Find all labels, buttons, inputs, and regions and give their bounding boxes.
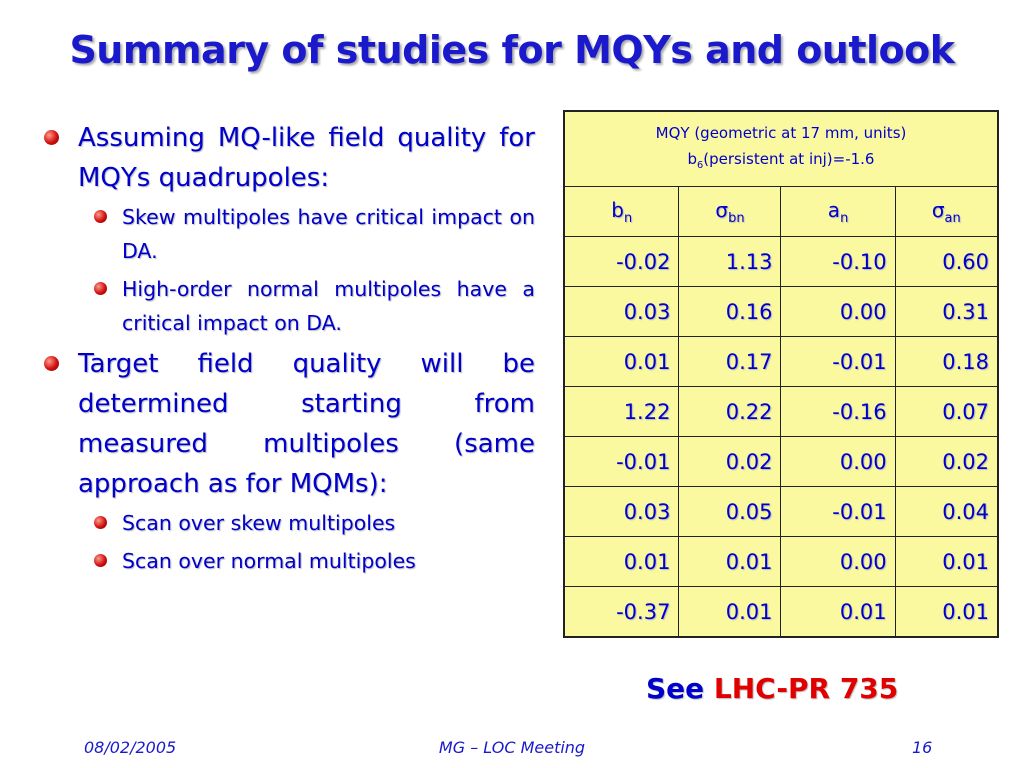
- header-subscript: n: [840, 210, 849, 226]
- column-header: an: [780, 186, 896, 237]
- table-cell: 1.13: [678, 236, 782, 287]
- table-cell: 0.03: [563, 486, 680, 537]
- table-cell: 0.31: [894, 286, 999, 337]
- table-cell: 0.00: [780, 286, 896, 337]
- bullet: Assuming MQ-like field quality for MQYs …: [40, 118, 535, 198]
- table-cell: 0.00: [780, 536, 896, 587]
- bullet-icon: [44, 130, 59, 145]
- table-cell: 0.17: [678, 336, 782, 387]
- header-symbol: b: [611, 197, 624, 222]
- footer-date: 08/02/2005: [84, 738, 177, 757]
- reference: See LHC-PR 735: [646, 672, 898, 705]
- table-cell: 0.01: [563, 336, 680, 387]
- table-cell: 0.02: [894, 436, 999, 487]
- table-cell: 0.01: [894, 536, 999, 587]
- table-cell: 0.16: [678, 286, 782, 337]
- header-symbol: σ: [715, 197, 729, 222]
- bullet: Target field quality will be determined …: [40, 344, 535, 504]
- header-symbol: a: [827, 197, 841, 222]
- table-cell: 0.01: [563, 536, 680, 587]
- table-cell: 1.22: [563, 386, 680, 437]
- column-header: bn: [563, 186, 680, 237]
- caption-line: MQY (geometric at 17 mm, units): [655, 123, 907, 142]
- table-caption: MQY (geometric at 17 mm, units) b6(persis…: [563, 110, 999, 187]
- table-row: 0.03 0.16 0.00 0.31: [563, 286, 999, 337]
- sub-bullet: Scan over normal multipoles: [40, 544, 535, 578]
- table-cell: 0.03: [563, 286, 680, 337]
- table-row: 0.03 0.05 -0.01 0.04: [563, 486, 999, 537]
- table-cell: 0.01: [780, 586, 896, 638]
- table-cell: 0.60: [894, 236, 999, 287]
- caption-row: MQY (geometric at 17 mm, units) b6(persis…: [563, 110, 999, 187]
- sub-bullet: High-order normal multipoles have a crit…: [40, 272, 535, 340]
- bullet-icon: [94, 210, 107, 223]
- table-cell: 0.01: [678, 536, 782, 587]
- table-cell: 0.04: [894, 486, 999, 537]
- sub-bullet-text: Skew multipoles have critical impact on …: [122, 205, 535, 263]
- header-subscript: bn: [728, 210, 745, 226]
- sub-bullet-text: Scan over skew multipoles: [122, 511, 396, 535]
- footer-page: 16: [912, 738, 933, 757]
- table-row: -0.01 0.02 0.00 0.02: [563, 436, 999, 487]
- table-cell: -0.16: [780, 386, 896, 437]
- table-cell: -0.10: [780, 236, 896, 287]
- table-row: -0.37 0.01 0.01 0.01: [563, 586, 999, 638]
- bullet-text: Assuming MQ-like field quality for MQYs …: [78, 123, 535, 193]
- caption-subscript: 6: [697, 159, 704, 171]
- data-table: MQY (geometric at 17 mm, units) b6(persis…: [563, 110, 999, 638]
- table-cell: 0.02: [678, 436, 782, 487]
- slide-title: Summary of studies for MQYs and outlook: [69, 28, 955, 72]
- column-header: σan: [894, 186, 999, 237]
- header-subscript: n: [623, 210, 633, 226]
- table-cell: -0.01: [780, 486, 896, 537]
- table-row: -0.02 1.13 -0.10 0.60: [563, 236, 999, 287]
- table-cell: 0.01: [894, 586, 999, 638]
- bullet-icon: [94, 282, 107, 295]
- column-header: σbn: [678, 186, 782, 237]
- bullet-icon: [44, 356, 59, 371]
- table-cell: 0.00: [780, 436, 896, 487]
- bullet-text: Target field quality will be determined …: [78, 349, 535, 499]
- table-cell: -0.01: [780, 336, 896, 387]
- table-cell: 0.07: [894, 386, 999, 437]
- header-subscript: an: [944, 210, 961, 226]
- bullet-icon: [94, 554, 107, 567]
- reference-prefix: See: [646, 672, 705, 705]
- table-row: 1.22 0.22 -0.16 0.07: [563, 386, 999, 437]
- table-cell: 0.22: [678, 386, 782, 437]
- table-row: 0.01 0.01 0.00 0.01: [563, 536, 999, 587]
- header-symbol: σ: [931, 197, 945, 222]
- sub-bullet: Scan over skew multipoles: [40, 506, 535, 540]
- table-cell: 0.18: [894, 336, 999, 387]
- caption-text: (persistent at inj)=-1.6: [703, 149, 875, 168]
- bullet-list: Assuming MQ-like field quality for MQYs …: [40, 118, 535, 582]
- table-cell: -0.01: [563, 436, 680, 487]
- sub-bullet: Skew multipoles have critical impact on …: [40, 200, 535, 268]
- bullet-icon: [94, 516, 107, 529]
- header-row: bn σbn an σan: [563, 186, 999, 237]
- sub-bullet-text: Scan over normal multipoles: [122, 549, 416, 573]
- table-cell: 0.01: [678, 586, 782, 638]
- table-cell: -0.02: [563, 236, 680, 287]
- table-cell: 0.05: [678, 486, 782, 537]
- table-row: 0.01 0.17 -0.01 0.18: [563, 336, 999, 387]
- footer-center: MG – LOC Meeting: [438, 738, 586, 757]
- reference-link: LHC-PR 735: [713, 672, 899, 705]
- sub-bullet-text: High-order normal multipoles have a crit…: [122, 277, 535, 335]
- table-cell: -0.37: [563, 586, 680, 638]
- caption-symbol: b: [687, 149, 698, 168]
